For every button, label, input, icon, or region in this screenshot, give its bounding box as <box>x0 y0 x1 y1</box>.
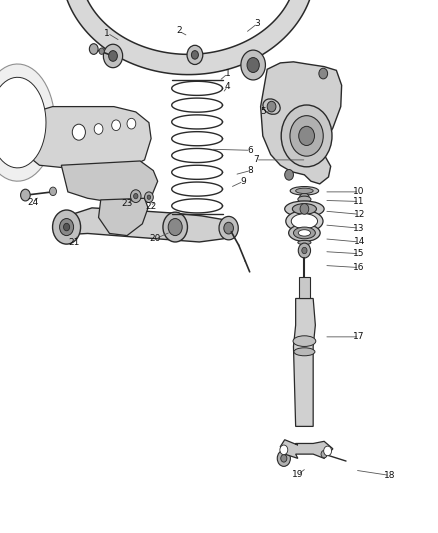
Circle shape <box>299 126 314 146</box>
Circle shape <box>21 189 30 201</box>
Circle shape <box>324 446 332 456</box>
Polygon shape <box>0 77 46 168</box>
Polygon shape <box>299 277 310 298</box>
Ellipse shape <box>285 201 324 217</box>
Text: 13: 13 <box>353 224 365 232</box>
Circle shape <box>285 169 293 180</box>
Text: 6: 6 <box>247 146 254 155</box>
Text: 8: 8 <box>247 166 254 175</box>
Circle shape <box>219 216 238 240</box>
Ellipse shape <box>296 188 313 193</box>
Text: 4: 4 <box>225 82 230 91</box>
Text: 17: 17 <box>353 333 365 341</box>
Ellipse shape <box>263 99 280 114</box>
Circle shape <box>241 50 265 80</box>
Text: 2: 2 <box>176 27 181 35</box>
Text: 20: 20 <box>150 235 161 243</box>
Text: 22: 22 <box>145 203 157 211</box>
Ellipse shape <box>292 204 316 214</box>
Circle shape <box>145 192 153 203</box>
Text: 1: 1 <box>104 29 110 37</box>
Ellipse shape <box>286 211 323 232</box>
Circle shape <box>168 219 182 236</box>
Text: 23: 23 <box>121 199 133 208</box>
Text: 11: 11 <box>353 197 365 206</box>
Circle shape <box>49 187 57 196</box>
Circle shape <box>163 212 187 242</box>
Polygon shape <box>0 107 151 172</box>
Circle shape <box>298 243 311 258</box>
Polygon shape <box>293 298 315 426</box>
Circle shape <box>94 124 103 134</box>
Circle shape <box>280 445 288 455</box>
Circle shape <box>299 193 310 206</box>
Ellipse shape <box>298 240 311 245</box>
Ellipse shape <box>291 214 318 229</box>
Text: 16: 16 <box>353 263 365 272</box>
Circle shape <box>131 190 141 203</box>
Text: 3: 3 <box>254 19 261 28</box>
Text: 19: 19 <box>292 470 304 479</box>
Circle shape <box>224 222 233 234</box>
Polygon shape <box>261 62 342 184</box>
Circle shape <box>60 219 74 236</box>
Circle shape <box>127 118 136 129</box>
Polygon shape <box>280 440 333 458</box>
Circle shape <box>134 193 138 199</box>
Polygon shape <box>60 208 232 242</box>
Circle shape <box>72 124 85 140</box>
Text: 24: 24 <box>27 198 39 207</box>
Circle shape <box>53 210 81 244</box>
Ellipse shape <box>294 348 315 356</box>
Circle shape <box>64 223 70 231</box>
Ellipse shape <box>298 230 311 236</box>
Circle shape <box>300 204 309 214</box>
Text: 9: 9 <box>240 177 247 185</box>
Circle shape <box>267 101 276 112</box>
Polygon shape <box>61 161 158 205</box>
Ellipse shape <box>290 187 318 195</box>
Circle shape <box>247 58 259 72</box>
Text: 14: 14 <box>353 238 365 246</box>
Circle shape <box>147 195 151 199</box>
Text: 10: 10 <box>353 188 365 196</box>
Circle shape <box>281 105 332 167</box>
Circle shape <box>187 45 203 64</box>
Text: 21: 21 <box>69 238 80 247</box>
Circle shape <box>89 44 98 54</box>
Text: 15: 15 <box>353 249 365 258</box>
Circle shape <box>109 51 117 61</box>
Circle shape <box>290 116 323 156</box>
Text: 18: 18 <box>384 471 396 480</box>
Circle shape <box>321 450 327 458</box>
Polygon shape <box>99 198 148 236</box>
Circle shape <box>103 44 123 68</box>
Circle shape <box>191 51 198 59</box>
Circle shape <box>277 450 290 466</box>
Ellipse shape <box>298 196 311 203</box>
Text: 5: 5 <box>260 108 266 116</box>
Text: 7: 7 <box>253 156 259 164</box>
Circle shape <box>302 247 307 254</box>
Circle shape <box>319 68 328 79</box>
Ellipse shape <box>289 224 320 241</box>
Circle shape <box>99 48 104 54</box>
Text: 1: 1 <box>225 69 231 78</box>
Polygon shape <box>0 64 55 181</box>
Circle shape <box>112 120 120 131</box>
Circle shape <box>281 455 287 462</box>
Text: 12: 12 <box>353 210 365 219</box>
Ellipse shape <box>293 227 315 239</box>
Ellipse shape <box>293 336 316 346</box>
Polygon shape <box>66 0 315 75</box>
